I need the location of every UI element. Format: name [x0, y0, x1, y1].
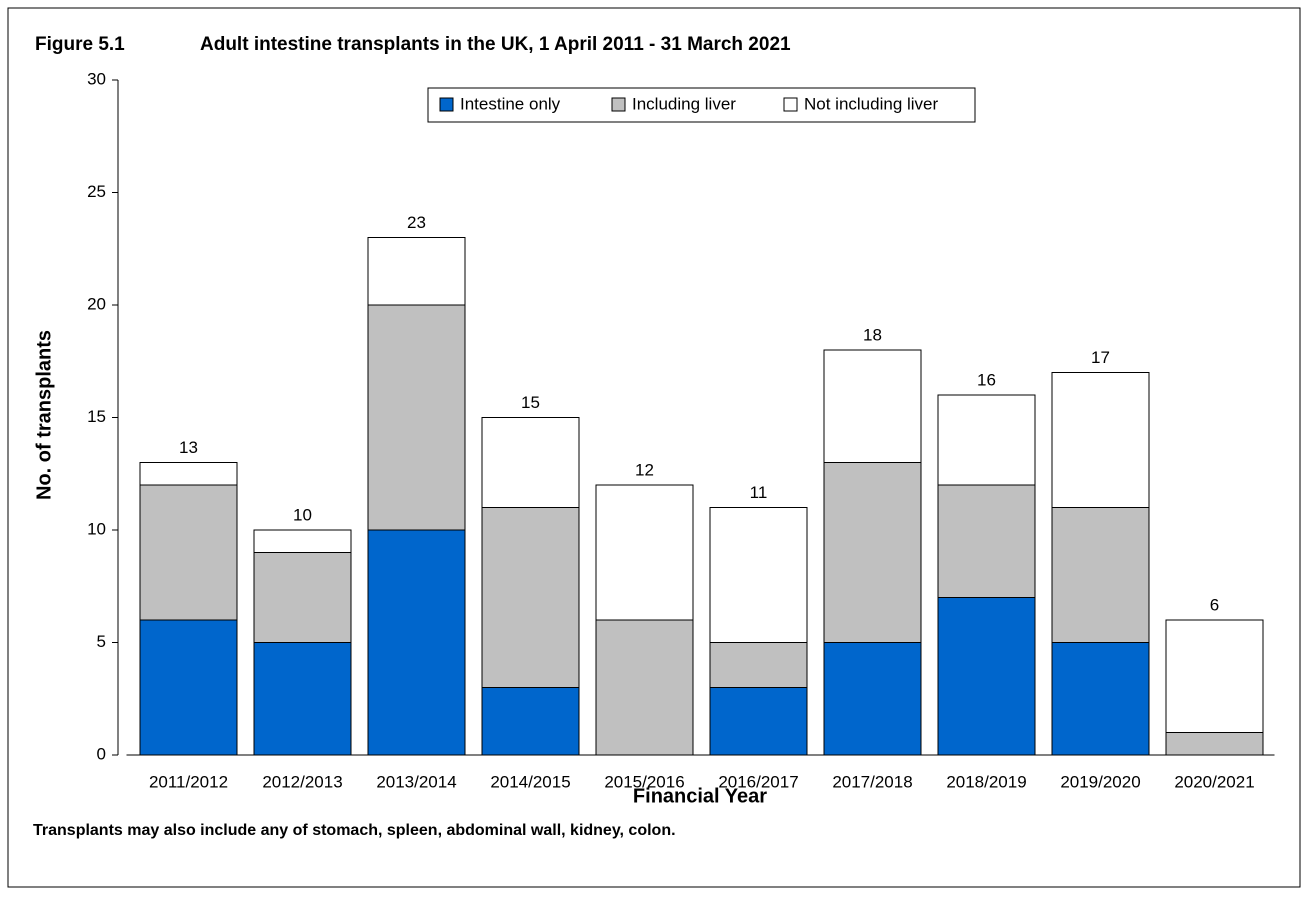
- legend-swatch: [611, 97, 626, 112]
- x-tick-label: 2015/2016: [604, 772, 684, 791]
- y-tick-label: 30: [87, 69, 106, 88]
- x-tick-label: 2011/2012: [149, 772, 228, 791]
- bar-segment: [709, 642, 808, 688]
- total-label: 13: [179, 438, 198, 457]
- x-tick-label: 2017/2018: [832, 772, 912, 791]
- y-tick-label: 20: [87, 294, 106, 313]
- total-label: 15: [521, 393, 540, 412]
- y-tick-label: 15: [87, 407, 106, 426]
- total-label: 10: [293, 505, 312, 524]
- legend-swatch: [783, 97, 798, 112]
- bar-segment: [595, 619, 694, 756]
- total-label: 6: [1210, 595, 1219, 614]
- total-label: 16: [977, 370, 996, 389]
- x-tick-label: 2014/2015: [490, 772, 570, 791]
- legend: [427, 87, 976, 123]
- legend-label: Not including liver: [804, 94, 939, 113]
- figure-label: Figure 5.1: [35, 34, 125, 55]
- bar-segment: [253, 642, 352, 756]
- bar-segment: [1165, 732, 1264, 756]
- x-tick-label: 2013/2014: [376, 772, 456, 791]
- bar-segment: [139, 619, 238, 756]
- bar-segment: [1051, 642, 1150, 756]
- legend-swatch: [439, 97, 454, 112]
- total-label: 23: [407, 213, 426, 232]
- total-label: 11: [750, 483, 768, 502]
- x-tick-label: 2012/2013: [262, 772, 342, 791]
- bar-segment: [937, 394, 1036, 486]
- legend-label: Including liver: [632, 94, 736, 113]
- bar-segment: [481, 507, 580, 688]
- bar-segment: [595, 484, 694, 621]
- x-axis-title: Financial Year: [633, 785, 767, 807]
- legend-label: Intestine only: [460, 94, 561, 113]
- bar-segment: [139, 462, 238, 486]
- bar-segment: [823, 642, 922, 756]
- bar-segment: [481, 417, 580, 508]
- bar-segment: [1051, 507, 1150, 643]
- footnote: Transplants may also include any of stom…: [33, 822, 676, 839]
- x-tick-label: 2016/2017: [718, 772, 798, 791]
- y-tick-label: 25: [87, 182, 106, 201]
- total-label: 18: [863, 325, 882, 344]
- y-tick-label: 0: [97, 744, 106, 763]
- x-tick-label: 2019/2020: [1060, 772, 1140, 791]
- bar-segment: [253, 529, 352, 553]
- y-axis-title: No. of transplants: [33, 330, 55, 500]
- x-tick-label: 2020/2021: [1174, 772, 1254, 791]
- y-tick-label: 5: [97, 632, 106, 651]
- bar-segment: [1051, 372, 1150, 508]
- y-tick-label: 10: [87, 519, 106, 538]
- x-tick-label: 2018/2019: [946, 772, 1026, 791]
- bar-segment: [139, 484, 238, 621]
- bar-segment: [937, 597, 1036, 756]
- chart-title: Adult intestine transplants in the UK, 1…: [200, 34, 791, 55]
- bar-segment: [823, 462, 922, 643]
- bar-segment: [481, 687, 580, 756]
- bar-segment: [367, 304, 466, 531]
- bar-segment: [709, 507, 808, 643]
- total-label: 17: [1091, 348, 1110, 367]
- bar-segment: [709, 687, 808, 756]
- bar-segment: [937, 484, 1036, 598]
- bar-segment: [367, 529, 466, 756]
- total-label: 12: [635, 460, 654, 479]
- bar-segment: [1165, 619, 1264, 733]
- bar-segment: [367, 237, 466, 306]
- bar-segment: [253, 552, 352, 643]
- bar-segment: [823, 349, 922, 463]
